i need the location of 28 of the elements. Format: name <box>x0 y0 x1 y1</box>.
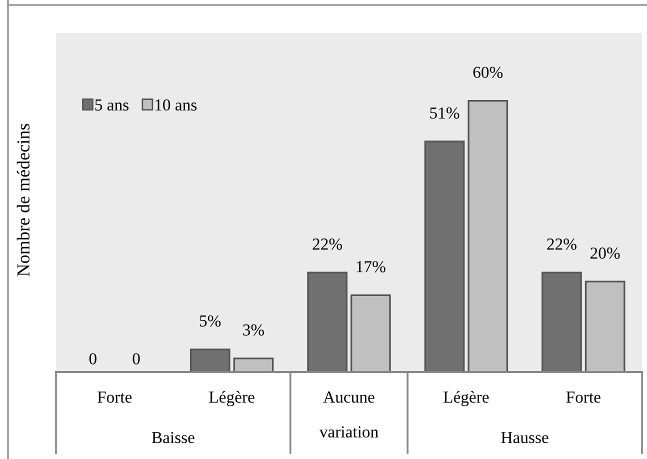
bar <box>468 100 508 372</box>
data-label: 17% <box>356 261 386 272</box>
bar <box>190 348 230 372</box>
bar <box>233 358 274 372</box>
x-tick-label: Légère <box>444 391 489 406</box>
data-label: 0 <box>89 353 96 364</box>
data-label: 3% <box>243 324 264 336</box>
bar <box>307 272 348 372</box>
legend-label: 5 ans <box>95 100 128 111</box>
bar <box>584 280 626 372</box>
data-label: 22% <box>312 238 342 250</box>
x-tick-label: Légère <box>209 391 254 406</box>
data-label: 22% <box>547 238 576 250</box>
bar <box>424 140 465 372</box>
legend-label: 10 ans <box>156 99 197 111</box>
data-label: 60% <box>473 66 503 78</box>
data-label: 51% <box>430 107 460 119</box>
text: Hausse <box>501 432 548 444</box>
bar <box>542 272 582 372</box>
data-label: 5% <box>200 315 221 327</box>
category-label: Aucune variation <box>319 392 378 438</box>
y-axis-title: Nombre de médecins <box>16 124 30 276</box>
data-label: 0 <box>132 353 140 364</box>
x-tick-label: Forte <box>97 392 132 403</box>
text: Baisse <box>152 432 194 444</box>
x-tick-label: Forte <box>566 392 600 403</box>
bar <box>350 294 391 372</box>
data-label: 20% <box>590 248 620 259</box>
